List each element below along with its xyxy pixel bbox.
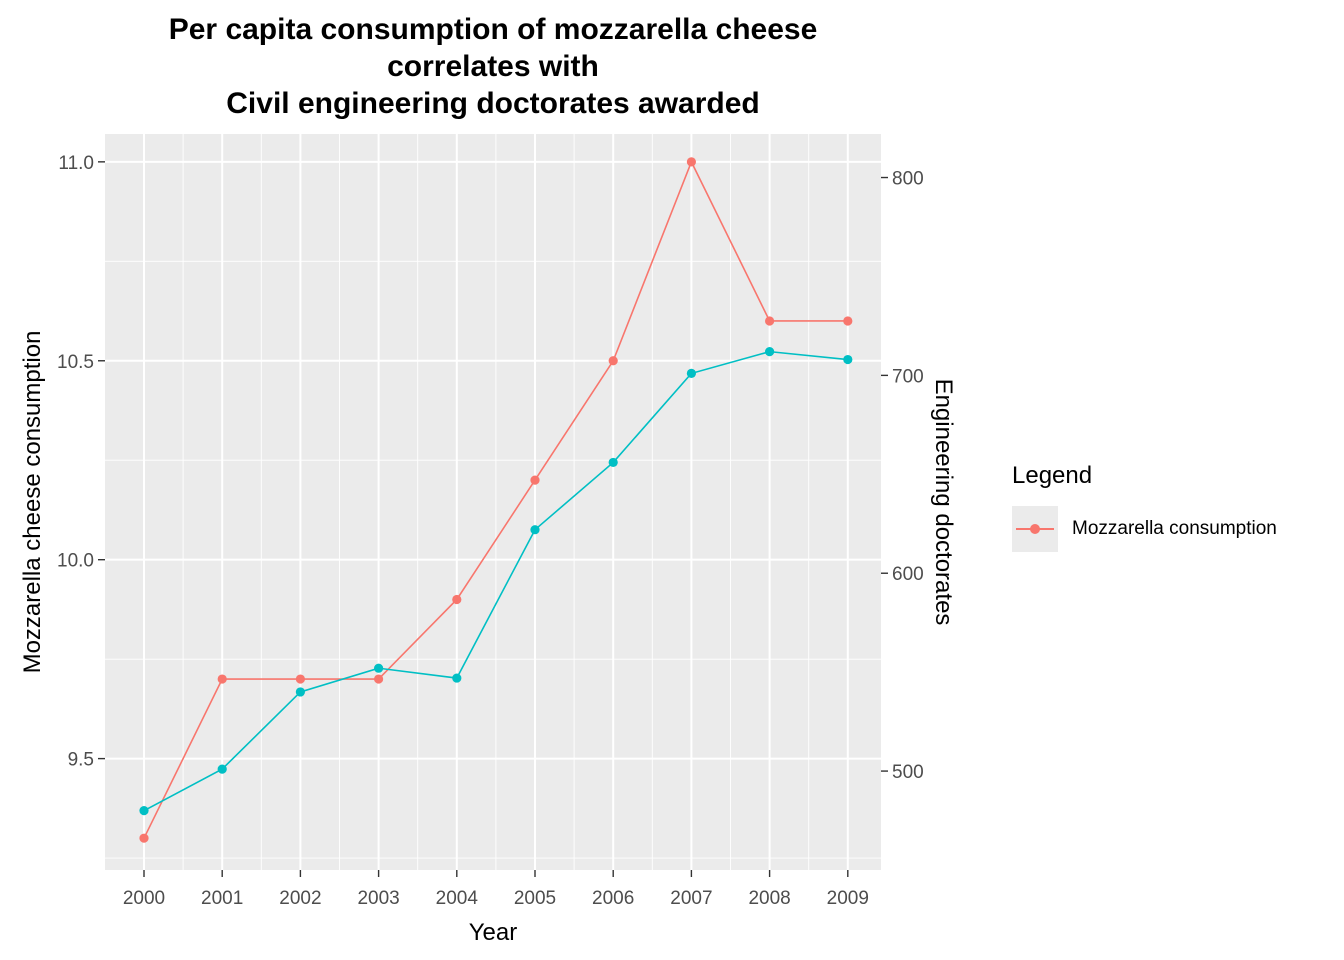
y-tick-label: 10.5 [57,352,94,373]
series-layer [139,157,853,843]
legend-key-icon [1012,506,1058,552]
x-tick-label: 2001 [201,888,243,909]
x-tick-label: 2007 [670,888,712,909]
x-axis-label: Year [469,919,518,946]
series-point-0 [452,594,462,605]
grid-major [105,134,881,870]
chart-title-line-2: correlates with [387,50,599,83]
legend-item: Mozzarella consumption [1012,506,1342,552]
x-tick-label: 2004 [436,888,479,909]
x-tick-label: 2008 [748,888,790,909]
series-point-0 [765,316,775,326]
y2-axis-label: Engineering doctorates [930,379,957,626]
series-point-0 [608,356,618,366]
series-point-1 [843,354,853,365]
y-tick-label: 9.5 [68,750,94,771]
series-line-0 [143,159,848,839]
legend-title: Legend [1012,462,1093,489]
y2-tick-label: 700 [892,366,924,387]
series-point-1 [295,687,305,697]
x-tick-label: 2002 [279,888,321,909]
chart-title-line-3: Civil engineering doctorates awarded [226,87,760,120]
series-point-1 [608,457,618,468]
series-point-0 [686,157,697,167]
x-tick-label: 2009 [827,888,869,909]
x-tick-label: 2005 [514,888,556,909]
series-point-1 [217,764,227,774]
series-point-1 [374,663,384,673]
series-point-1 [139,806,149,816]
series-point-0 [295,674,305,684]
axes-layer: 9.5 10.0 10.5 11.0 500 600 700 800 2000 2001 2002 2… [57,153,924,909]
chart-title-line-1: Per capita consumption of mozzarella che… [168,13,818,46]
plot-panel [105,134,881,870]
series-point-0 [843,316,853,326]
y-tick-label: 11.0 [58,153,94,174]
series-point-0 [217,674,227,684]
series-point-0 [139,833,149,843]
y-tick-label: 10.0 [57,551,94,572]
x-tick-label: 2006 [592,888,634,909]
series-point-0 [374,674,384,684]
y-axis-label: Mozzarella cheese consumption [19,331,46,674]
series-point-1 [530,525,540,535]
legend-item-label: Mozzarella consumption [1072,518,1277,539]
series-point-1 [452,673,462,683]
y2-tick-label: 800 [892,169,924,190]
legend: Legend Mozzarella consumption [1012,462,1342,552]
y2-tick-label: 500 [892,762,924,783]
series-point-0 [530,475,540,485]
series-line-1 [143,350,848,812]
series-point-1 [686,368,697,378]
x-tick-label: 2000 [123,888,165,909]
x-tick-label: 2003 [357,888,399,909]
y2-tick-label: 600 [892,564,924,585]
series-point-1 [765,347,775,357]
grid-minor [105,134,881,870]
